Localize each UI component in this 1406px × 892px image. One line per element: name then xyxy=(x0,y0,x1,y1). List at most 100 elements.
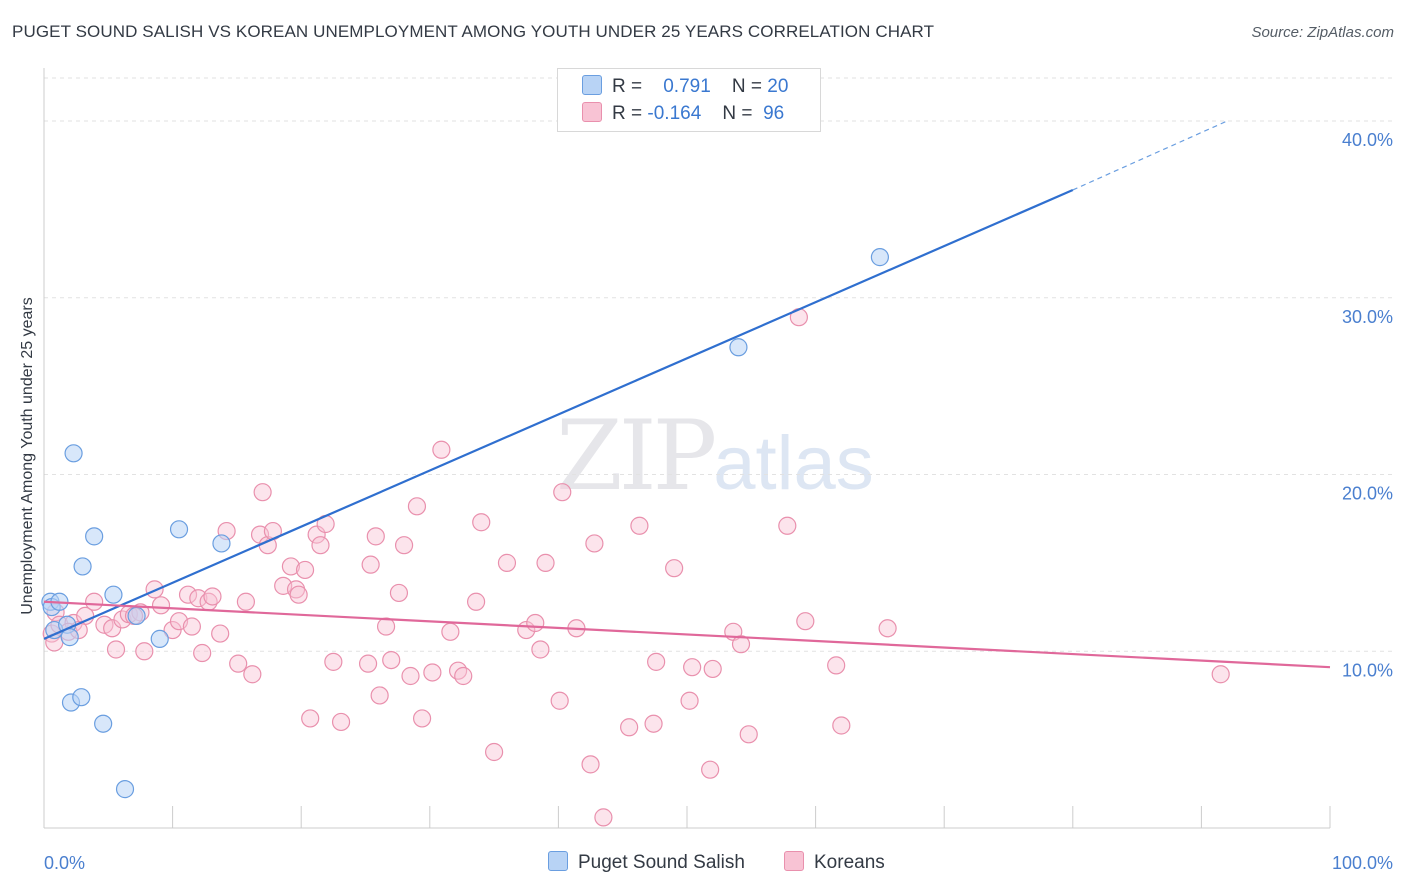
korean-point xyxy=(778,516,797,535)
source-credit: Source: ZipAtlas.com xyxy=(1251,24,1394,41)
korean-point xyxy=(85,592,104,611)
salish-point xyxy=(169,520,189,539)
korean-point xyxy=(683,658,702,677)
watermark: ZIPatlas xyxy=(556,400,874,512)
korean-point xyxy=(358,654,378,673)
korean-point xyxy=(145,580,164,599)
korean-point xyxy=(878,619,897,638)
korean-point xyxy=(236,592,256,611)
korean-point xyxy=(289,585,308,604)
korean-point xyxy=(665,559,684,578)
korean-point xyxy=(361,555,380,574)
korean-point xyxy=(594,808,613,827)
korean-point xyxy=(485,742,504,762)
korean-point xyxy=(581,755,600,774)
korean-point xyxy=(229,654,248,673)
korean-point xyxy=(680,691,699,710)
korean-point xyxy=(389,583,409,603)
salish-point xyxy=(85,527,104,546)
korean-point xyxy=(536,553,555,572)
korean-point xyxy=(448,661,468,680)
gridlines xyxy=(44,77,1394,652)
salish-point xyxy=(73,557,92,576)
bottom-legend-swatch-korean xyxy=(784,851,804,871)
bottom-legend-korean: Koreans xyxy=(784,851,885,874)
korean-point xyxy=(407,497,427,516)
korean-point xyxy=(472,513,491,532)
trend-lines xyxy=(43,120,1331,669)
y-tick-label: 40.0% xyxy=(1342,130,1393,150)
chart-title: PUGET SOUND SALISH VS KOREAN UNEMPLOYMEN… xyxy=(12,22,935,41)
y-tick-label: 30.0% xyxy=(1342,307,1393,327)
korean-point xyxy=(647,652,666,671)
korean-point xyxy=(135,642,154,661)
korean-point xyxy=(401,666,420,686)
salish-points xyxy=(41,248,890,799)
korean-point xyxy=(454,666,473,686)
axes xyxy=(43,68,1331,829)
legend-r-label: R = xyxy=(612,103,643,124)
salish-point xyxy=(72,688,91,707)
korean-point xyxy=(832,716,851,735)
korean-point xyxy=(382,650,401,670)
korean-point xyxy=(731,635,751,654)
korean-point xyxy=(620,718,639,737)
korean-point xyxy=(550,691,569,710)
watermark-zip: ZIP xyxy=(556,400,717,512)
korean-point xyxy=(432,440,451,459)
korean-point xyxy=(497,553,517,572)
korean-point xyxy=(585,534,604,553)
korean-point xyxy=(324,652,343,671)
legend-r-label: R = xyxy=(612,76,643,97)
korean-point xyxy=(376,617,396,636)
korean-point xyxy=(366,527,385,546)
x-tick-label: 100.0% xyxy=(1332,853,1393,873)
korean-point xyxy=(203,587,222,606)
korean-point xyxy=(703,659,722,679)
korean-point xyxy=(739,725,758,744)
korean-point xyxy=(370,686,389,705)
korean-point xyxy=(531,640,550,659)
korean-point xyxy=(466,592,486,611)
korean-point xyxy=(1211,665,1230,684)
korean-point xyxy=(193,643,212,663)
legend-n-label: N = xyxy=(731,76,763,97)
korean-points xyxy=(42,308,1230,827)
legend-r-value: -0.164 xyxy=(647,103,702,124)
legend-n-label: N = xyxy=(722,103,753,124)
korean-point xyxy=(827,656,846,675)
legend-n-value: 96 xyxy=(763,103,785,124)
korean-point xyxy=(178,585,198,604)
salish-point xyxy=(870,248,890,267)
bottom-legend-swatch-salish xyxy=(548,851,568,871)
korean-point xyxy=(441,622,460,641)
korean-point xyxy=(394,536,414,555)
salish-point xyxy=(212,534,231,553)
korean-point xyxy=(526,613,545,633)
salish-point xyxy=(127,606,146,626)
korean-point xyxy=(311,536,330,555)
legend-row-salish: R = 0.791 N = 20 xyxy=(582,75,788,99)
y-tick-label: 20.0% xyxy=(1342,484,1393,504)
tick-labels: 10.0% 20.0% 30.0% 40.0% 0.0% 100.0% xyxy=(44,130,1393,873)
legend-swatch-salish xyxy=(582,75,602,95)
korean-point xyxy=(301,709,320,728)
bottom-legend-salish: Puget Sound Salish xyxy=(548,851,745,874)
salish-point xyxy=(115,780,135,799)
korean-point xyxy=(253,483,272,502)
legend-row-korean: R = -0.164 N = 96 xyxy=(582,102,784,126)
watermark-atlas: atlas xyxy=(713,421,874,506)
korean-point xyxy=(553,483,572,502)
salish-point xyxy=(150,629,169,648)
korean-point xyxy=(243,665,262,684)
bottom-legend-label-salish: Puget Sound Salish xyxy=(578,852,745,873)
salish-point xyxy=(94,714,113,733)
x-tick-label: 0.0% xyxy=(44,853,85,873)
korean-point xyxy=(796,612,815,631)
korean-point xyxy=(211,624,230,643)
salish-trend-line xyxy=(43,188,1074,640)
korean-point xyxy=(182,617,201,636)
korean-point xyxy=(630,516,649,535)
korean-point xyxy=(281,557,301,576)
